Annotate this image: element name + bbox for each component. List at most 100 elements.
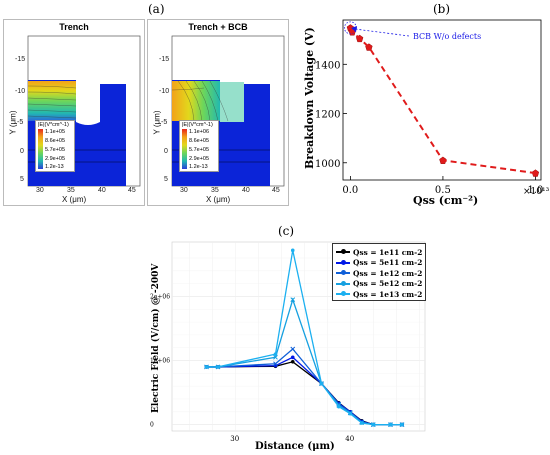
legend-label: Qss = 1e13 cm-2 (353, 289, 423, 299)
y-tick: -15 (15, 56, 26, 63)
y-tick: -5 (161, 119, 168, 126)
y-tick-label: 0 (150, 422, 154, 429)
y-tick-label: 1200 (315, 110, 340, 121)
legend-label: Qss = 5e11 cm-2 (353, 258, 423, 267)
x-tick-label: 0.5 (435, 185, 451, 196)
y-tick: 0 (164, 148, 168, 155)
legend-swatch (336, 259, 350, 265)
field-map-trench (27, 35, 141, 187)
data-point (216, 365, 220, 369)
data-point (290, 360, 295, 364)
data-point (336, 404, 341, 409)
y-tick: -15 (159, 56, 170, 63)
colorbar-gradient (182, 129, 187, 169)
colorbar-value: 1.2e-13 (189, 164, 208, 170)
x-tick: 40 (242, 187, 250, 194)
legend-swatch (336, 249, 350, 254)
arrow-head-icon (351, 26, 357, 32)
legend-swatch (336, 280, 350, 286)
y-tick: 5 (20, 176, 24, 183)
field-map-trench-bcb (171, 35, 285, 187)
data-point (290, 355, 295, 360)
y-tick: -10 (15, 88, 26, 95)
data-point (273, 352, 278, 356)
x-tick: 45 (272, 187, 280, 194)
x-tick: 30 (180, 187, 188, 194)
sim-panel-trench-bcb: Trench + BCB |E|(V*cm^-1) 1.1e+06 8.6e+0… (147, 19, 289, 206)
data-point (531, 169, 540, 177)
y-axis-label: Y (μm) (8, 110, 18, 135)
colorbar-value: 8.6e+05 (45, 138, 66, 144)
data-point (400, 422, 404, 427)
x-tick: 30 (36, 187, 44, 194)
x-tick-label: 0.0 (342, 185, 358, 196)
y-tick-label: 1400 (315, 60, 340, 71)
data-point (359, 421, 364, 425)
panel-label-b: (b) (433, 2, 451, 16)
y-axis-label: Y (μm) (152, 110, 162, 135)
colorbar-value: 1.1e+05 (45, 129, 66, 135)
colorbar-value: 1.2e-13 (45, 164, 64, 170)
legend: Qss = 1e11 cm-2 Qss = 5e11 cm-2 Qss = 1e12… (332, 243, 426, 301)
data-point (290, 248, 295, 253)
panel-label-a: (a) (148, 2, 165, 16)
x-tick: 40 (98, 187, 106, 194)
legend-item: Qss = 1e11 cm-2 (336, 247, 422, 257)
x-axis-label: X (μm) (206, 195, 231, 204)
x-tick-label: 40 (345, 435, 354, 443)
annotation-arrow (354, 28, 410, 37)
data-point (371, 422, 376, 427)
colorbar-value: 2.9e+05 (189, 156, 210, 162)
plot-area (342, 19, 542, 181)
sim-panel-trench: Trench |E|(V*cm^-1) 1.1e+05 8.6e+05 (3, 19, 145, 206)
legend-label: Qss = 1e12 cm-2 (353, 268, 423, 278)
x-tick: 35 (211, 187, 219, 194)
y-axis-label: Electric Field (V/cm) @ -200V (150, 263, 161, 413)
data-point (204, 365, 209, 369)
legend-item: Qss = 5e11 cm-2 (336, 258, 422, 268)
x-tick: 35 (67, 187, 75, 194)
y-tick-label: 1000 (315, 159, 340, 170)
y-tick: 0 (20, 148, 24, 155)
legend-swatch (336, 291, 350, 296)
sim-panel-title: Trench (59, 22, 89, 32)
legend-item: Qss = 1e12 cm-2 (336, 268, 422, 278)
legend-swatch (336, 270, 350, 275)
data-point (290, 297, 296, 303)
sim-panel-title: Trench + BCB (188, 22, 248, 32)
legend-item: Qss = 5e12 cm-2 (336, 279, 422, 289)
y-tick: -5 (17, 119, 24, 126)
y-tick-label: 2e+06 (150, 293, 170, 300)
y-tick: 5 (164, 176, 168, 183)
colorbar-value: 2.9e+05 (45, 156, 66, 162)
x-axis-label: Qss (cm⁻²) (413, 194, 478, 207)
colorbar-value: 5.7e+05 (45, 147, 66, 153)
data-point (348, 411, 353, 416)
data-point (388, 422, 393, 427)
legend-label: Qss = 5e12 cm-2 (353, 279, 423, 288)
x-tick-label: 1.0 (527, 185, 543, 196)
x-axis-label: X (μm) (62, 195, 87, 204)
x-axis-label: Distance (μm) (255, 441, 335, 452)
data-point (273, 354, 278, 360)
colorbar-gradient (38, 129, 43, 169)
panel-label-c: (c) (278, 224, 295, 238)
data-point (290, 346, 296, 352)
y-tick: -10 (159, 88, 170, 95)
colorbar-value: 8.6e+05 (189, 138, 210, 144)
data-point (319, 381, 324, 386)
chart-breakdown-voltage: 0.0 0.5 1.0 1000 1200 1400 BCB W/o defects Br… (303, 19, 550, 207)
x-tick-label: 30 (230, 435, 239, 443)
colorbar-legend: |E|(V*cm^-1) 1.1e+06 8.6e+05 5.7e+05 2.9… (179, 120, 219, 172)
legend-item: Qss = 1e13 cm-2 (336, 289, 422, 299)
x-multiplier: ×10¹³ (523, 187, 550, 197)
colorbar-unit: |E|(V*cm^-1) (38, 122, 69, 128)
x-tick: 45 (128, 187, 136, 194)
data-point (273, 361, 278, 367)
y-tick-label: 1e+06 (150, 358, 170, 365)
colorbar-value: 1.1e+06 (189, 129, 210, 135)
annotation-text: BCB W/o defects (413, 32, 481, 41)
y-axis-label: Breakdown Voltage (V) (303, 27, 316, 169)
colorbar-value: 5.7e+05 (189, 147, 210, 153)
series-line (349, 27, 536, 175)
